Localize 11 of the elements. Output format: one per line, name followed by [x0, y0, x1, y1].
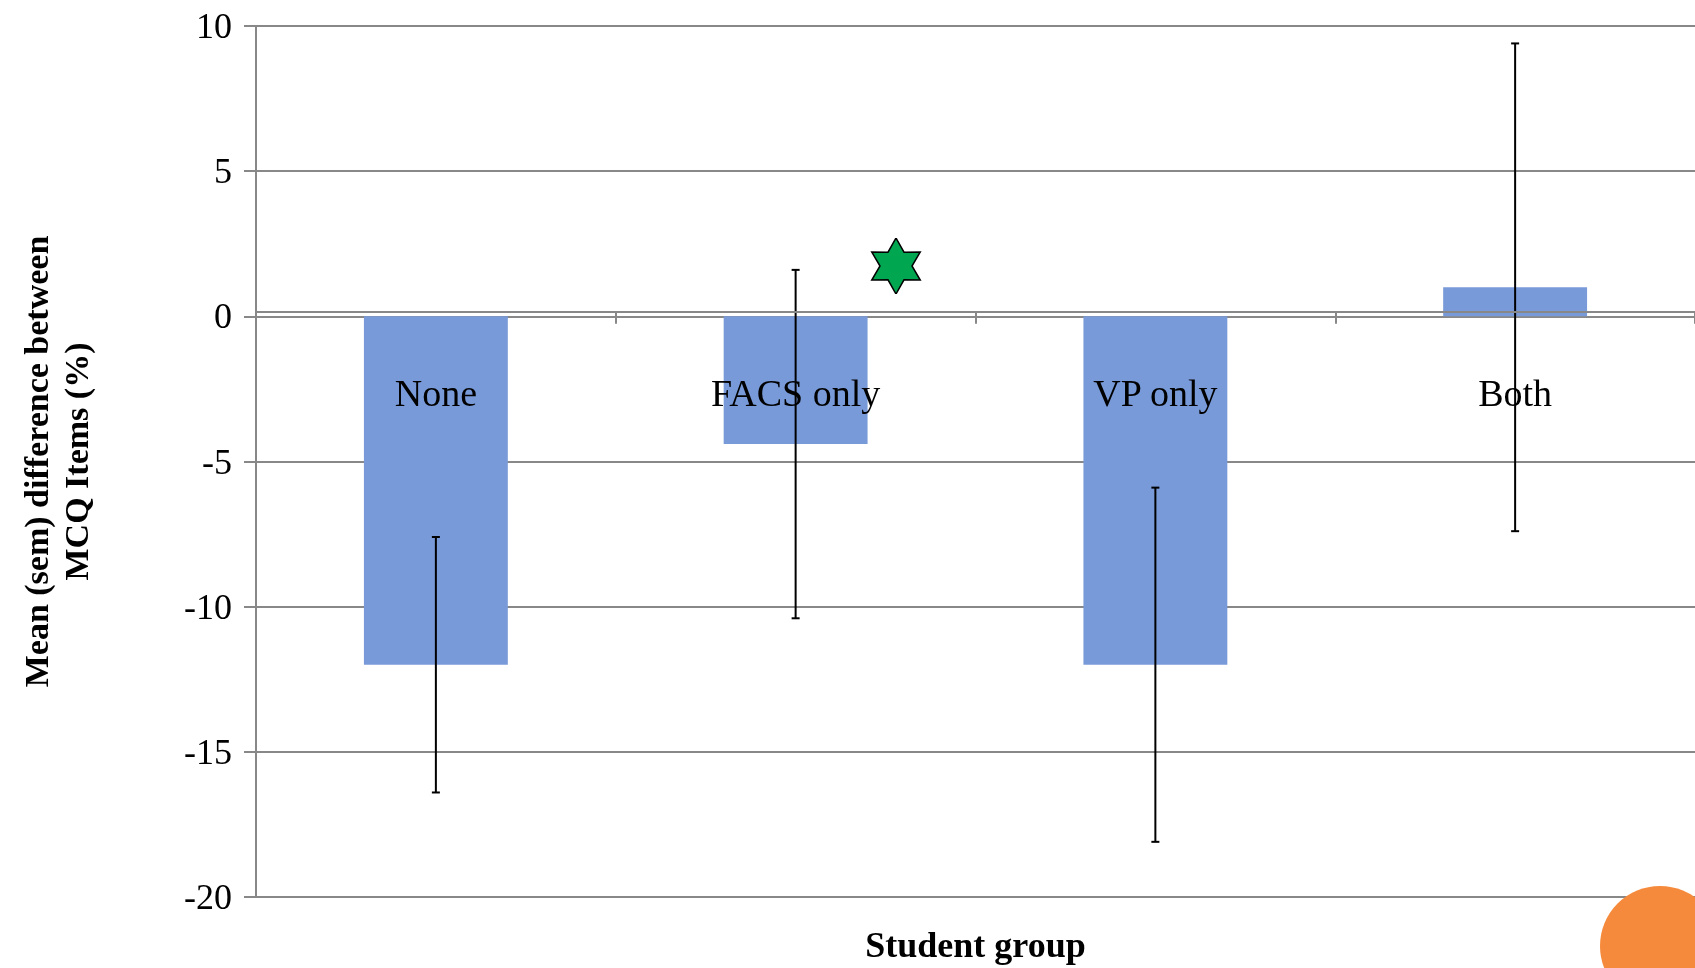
- y-axis-title: Mean (sem) difference between MCQ Items (%): [17, 235, 96, 688]
- y-tick-label: -15: [184, 731, 232, 772]
- y-tick-label: -10: [184, 586, 232, 627]
- x-tick-label: None: [394, 371, 478, 414]
- y-tick-label: 0: [214, 296, 232, 337]
- y-tick-label: -5: [202, 441, 232, 482]
- x-tick-label: VP only: [1093, 371, 1218, 414]
- y-tick-label: 5: [214, 151, 232, 192]
- y-tick-label: 10: [196, 6, 232, 46]
- x-axis-title: Student group: [865, 925, 1086, 965]
- y-tick-label: -20: [184, 877, 232, 917]
